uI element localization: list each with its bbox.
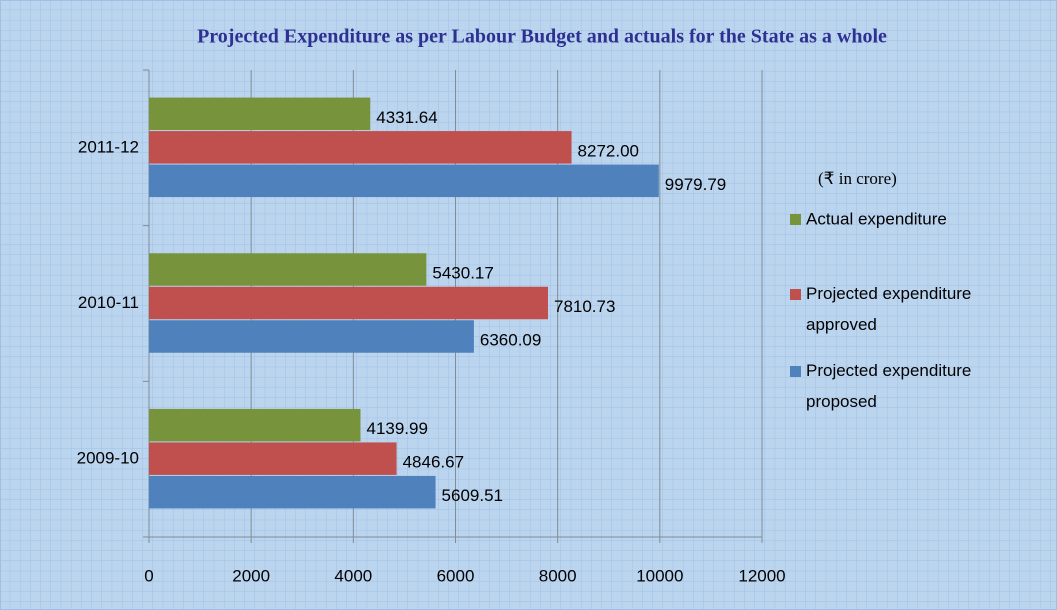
value-label: 7810.73	[554, 297, 615, 316]
legend-label: Projected expenditure proposed	[806, 361, 971, 411]
x-tick-label: 12000	[738, 566, 785, 585]
value-label: 6360.09	[480, 331, 541, 350]
value-label: 4139.99	[366, 419, 427, 438]
x-tick-label: 10000	[636, 566, 683, 585]
unit-note: (₹ in crore)	[818, 169, 897, 188]
bar	[149, 97, 371, 131]
y-tick-label: 2010-11	[78, 293, 139, 312]
legend-label: Projected expenditure approved	[806, 284, 971, 334]
x-tick-label: 0	[144, 566, 153, 585]
x-tick-label: 8000	[539, 566, 577, 585]
value-label: 9979.79	[665, 175, 726, 194]
x-tick-label: 2000	[232, 566, 270, 585]
value-label: 4331.64	[376, 108, 437, 127]
value-label: 8272.00	[578, 141, 639, 160]
legend-swatch	[790, 366, 801, 377]
bar	[149, 286, 548, 320]
y-tick-label: 2011-12	[78, 137, 139, 156]
bar	[149, 475, 436, 509]
legend-swatch	[790, 214, 801, 225]
bar	[149, 253, 427, 286]
bar	[149, 164, 659, 198]
y-tick-label: 2009-10	[77, 449, 139, 468]
chart-title: Projected Expenditure as per Labour Budg…	[197, 26, 887, 48]
x-tick-label: 6000	[437, 566, 475, 585]
value-label: 5430.17	[432, 264, 493, 283]
legend-swatch	[790, 289, 801, 300]
x-tick-label: 4000	[334, 566, 372, 585]
value-label: 5609.51	[442, 486, 503, 505]
value-label: 4846.67	[403, 453, 464, 472]
bar	[149, 131, 572, 164]
bar	[149, 408, 361, 442]
legend-label: Actual expenditure	[806, 209, 947, 228]
bar	[149, 442, 397, 475]
bar	[149, 320, 474, 353]
